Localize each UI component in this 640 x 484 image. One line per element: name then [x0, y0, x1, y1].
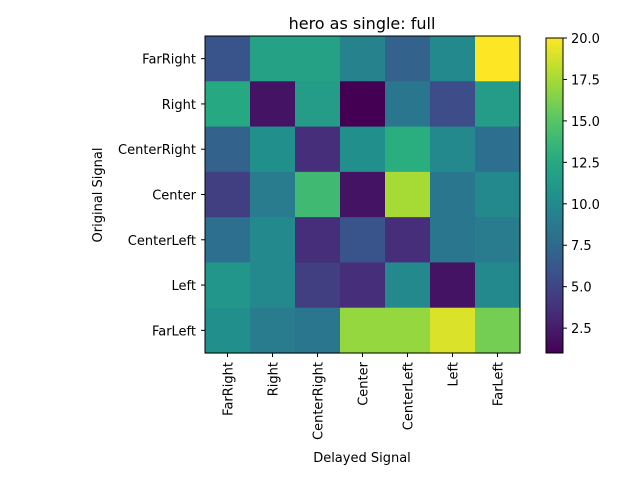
- heatmap-cell: [205, 171, 251, 218]
- heatmap-cell: [250, 36, 296, 82]
- heatmap-cell: [340, 262, 386, 309]
- heatmap-cell: [250, 217, 296, 264]
- x-tick-label: FarRight: [222, 362, 237, 416]
- y-axis-ticks: FarRight Right CenterRight Center CenterLeft…: [118, 53, 205, 339]
- heatmap-cell: [430, 307, 476, 354]
- y-tick-label: FarRight: [142, 53, 196, 68]
- y-tick-label: CenterRight: [118, 143, 196, 158]
- heatmap-cell: [430, 217, 476, 264]
- heatmap-cell: [430, 81, 476, 128]
- heatmap-cell: [475, 307, 521, 354]
- heatmap-cell: [340, 307, 386, 354]
- colorbar-tick-label: 20.0: [571, 32, 600, 47]
- heatmap-cell: [385, 36, 431, 82]
- x-axis-label: Delayed Signal: [313, 451, 411, 466]
- heatmap-cell: [430, 36, 476, 82]
- heatmap-cell: [295, 262, 341, 309]
- colorbar-tick-label: 7.5: [571, 239, 592, 254]
- heatmap-cell: [475, 171, 521, 218]
- y-tick-label: CenterLeft: [128, 234, 196, 249]
- heatmap-cell: [430, 262, 476, 309]
- heatmap-cell: [250, 262, 296, 309]
- x-tick-label: Center: [357, 361, 372, 405]
- heatmap-cell: [340, 81, 386, 128]
- colorbar-tick-label: 12.5: [571, 156, 600, 171]
- heatmap-cell: [205, 307, 251, 354]
- heatmap-cell: [385, 81, 431, 128]
- heatmap-cell: [295, 307, 341, 354]
- colorbar: [545, 37, 564, 354]
- y-tick-label: Center: [152, 189, 196, 204]
- heatmap-cell: [295, 126, 341, 173]
- heatmap-cells: [205, 36, 521, 354]
- colorbar-tick-label: 5.0: [571, 281, 592, 296]
- colorbar-tick-label: 2.5: [571, 322, 592, 337]
- heatmap-cell: [475, 217, 521, 264]
- heatmap-cell: [250, 307, 296, 354]
- heatmap-cell: [475, 36, 521, 82]
- y-tick-label: Left: [172, 279, 196, 294]
- heatmap-cell: [205, 217, 251, 264]
- x-tick-label: CenterLeft: [402, 362, 417, 430]
- y-axis-label: Original Signal: [91, 148, 106, 243]
- heatmap-cell: [205, 36, 251, 82]
- heatmap-cell: [295, 217, 341, 264]
- heatmap-cell: [385, 126, 431, 173]
- heatmap-cell: [385, 307, 431, 354]
- x-tick-label: CenterRight: [312, 362, 327, 440]
- heatmap-cell: [205, 126, 251, 173]
- heatmap-cell: [340, 36, 386, 82]
- heatmap-cell: [430, 171, 476, 218]
- heatmap-cell: [475, 262, 521, 309]
- x-tick-label: Right: [267, 362, 282, 396]
- heatmap-cell: [430, 126, 476, 173]
- y-tick-label: FarLeft: [152, 324, 196, 339]
- x-tick-label: FarLeft: [492, 362, 507, 406]
- heatmap-cell: [295, 81, 341, 128]
- colorbar-tick-label: 15.0: [571, 115, 600, 130]
- x-axis-ticks: FarRight Right CenterRight Center CenterLeft…: [222, 353, 507, 440]
- heatmap-cell: [295, 36, 341, 82]
- colorbar-ticks: 2.5 5.0 7.5 10.0 12.5 15.0 17.5 20.0: [563, 32, 600, 337]
- heatmap-cell: [250, 126, 296, 173]
- heatmap-cell: [205, 81, 251, 128]
- heatmap-cell: [250, 171, 296, 218]
- heatmap-cell: [250, 81, 296, 128]
- heatmap-cell: [385, 171, 431, 218]
- colorbar-tick-label: 17.5: [571, 73, 600, 88]
- heatmap-cell: [475, 81, 521, 128]
- colorbar-tick-label: 10.0: [571, 198, 600, 213]
- y-tick-label: Right: [162, 98, 196, 113]
- chart-title: hero as single: full: [289, 14, 436, 33]
- heatmap-cell: [385, 262, 431, 309]
- heatmap-cell: [475, 126, 521, 173]
- x-tick-label: Left: [447, 362, 462, 386]
- heatmap-cell: [295, 171, 341, 218]
- heatmap-cell: [340, 217, 386, 264]
- heatmap-cell: [340, 126, 386, 173]
- heatmap-cell: [205, 262, 251, 309]
- heatmap-cell: [385, 217, 431, 264]
- heatmap-cell: [340, 171, 386, 218]
